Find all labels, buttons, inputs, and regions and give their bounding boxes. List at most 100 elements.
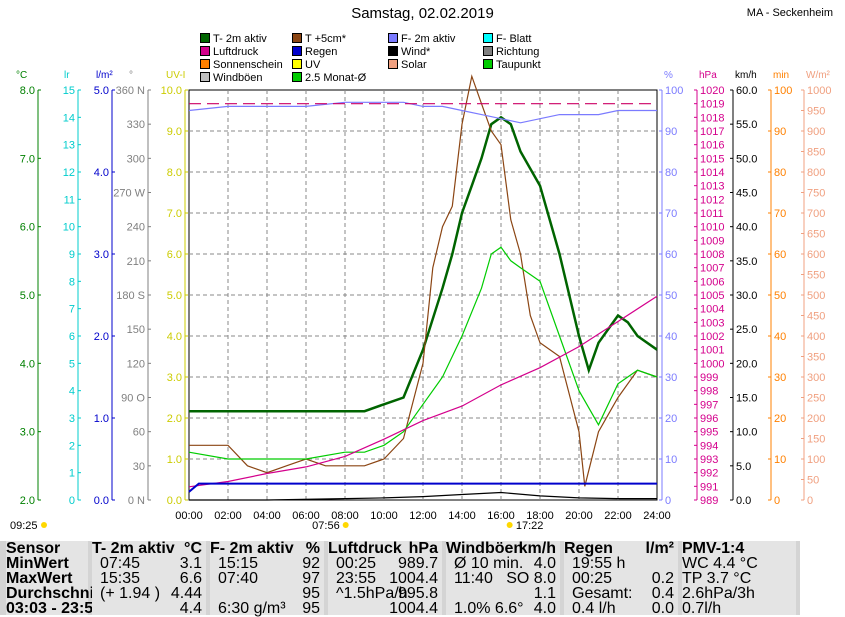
axis-tick-label-left: 14 (63, 112, 75, 124)
axis-tick-label-right: 1020 (700, 85, 724, 97)
axis-tick-label-left: 5.0 (167, 290, 182, 302)
axis-tick-label-right: 1007 (700, 263, 724, 275)
legend-swatch (200, 46, 210, 56)
x-tick-label: 20:00 (565, 510, 593, 522)
stats-row: Durchschnitt (6, 586, 105, 602)
axis-tick-label-right: 1000 (700, 358, 724, 370)
stats-header-unit: l/m² (645, 540, 674, 557)
stats-header: PMV-1:4 (682, 541, 796, 557)
legend-swatch (292, 33, 302, 43)
legend-label: Windböen (213, 72, 263, 84)
axis-unit-right: hPa (699, 70, 717, 81)
axis-tick-label-right: 0 (665, 495, 671, 507)
stats-row-label: WC 4.4 °C (682, 555, 758, 572)
axis-tick-label-right: 70 (774, 208, 786, 220)
stats-header-label: Luftdruck (328, 540, 402, 557)
stats-row-value: 989.7 (397, 555, 438, 572)
stats-row-time: 0.4 l/h (572, 600, 616, 617)
x-tick-label: 04:00 (253, 510, 281, 522)
legend-swatch (292, 72, 302, 82)
axis-tick-label-right: 150 (807, 434, 825, 446)
axis-tick-label-left: 60 (133, 427, 145, 439)
stats-column: F- 2m aktiv% 15:15 92 07:40 97 95 6:30 g/m³ 95 (210, 540, 324, 617)
stats-row: TP 3.7 °C (682, 571, 796, 587)
legend-label: Taupunkt (496, 59, 541, 71)
legend-item: Regen (292, 46, 337, 59)
axis-tick-label-right: 500 (807, 290, 825, 302)
stats-row-time: 11:40 (454, 570, 493, 587)
legend-item: F- 2m aktiv (388, 33, 455, 46)
stats-row-value: 1004.4 (389, 600, 438, 617)
axis-tick-label-right: 1011 (700, 208, 724, 220)
stats-row-value: 0.2 (651, 570, 674, 587)
series-line (189, 74, 658, 487)
axis-tick-label-right: 950 (807, 106, 825, 118)
axis-tick-label-right: 55.0 (736, 119, 757, 131)
legend-swatch (200, 59, 210, 69)
axis-tick-label-left: 15 (63, 85, 75, 97)
axis-tick-label-right: 1006 (700, 276, 724, 288)
legend-label: UV (305, 59, 321, 71)
stats-row-time: ^1.5hPa/h (336, 585, 408, 602)
stats-row-value: 95 (302, 600, 320, 617)
axis-tick-label-right: 1019 (700, 99, 724, 111)
x-tick-label: 24:00 (643, 510, 671, 522)
stats-header: Regen l/m² (564, 540, 678, 557)
stats-row-label: MaxWert (6, 570, 73, 587)
stats-row: 07:40 97 (210, 571, 324, 587)
stats-row-time: (+ 1.94 ) (100, 585, 161, 602)
stats-column: PMV-1:4 WC 4.4 °C TP 3.7 °C 2.6hPa/3h 0.7l/h (682, 541, 796, 617)
axis-tick-label-left: 4.0 (167, 331, 182, 343)
series-line (189, 491, 657, 501)
axis-tick-label-right: 1017 (700, 126, 724, 138)
x-tick-label: 18:00 (526, 510, 554, 522)
axis-tick-label-right: 400 (807, 331, 825, 343)
axis-tick-label-right: 750 (807, 188, 825, 200)
axis-unit-left: ° (129, 70, 133, 81)
stats-row-time: Gesamt: (572, 585, 633, 602)
stats-column: Sensor MinWert MaxWert Durchschnitt 03:03 - … (6, 541, 105, 617)
axis-tick-label-right: 10.0 (736, 427, 757, 439)
stats-header-label: F- 2m aktiv (210, 540, 294, 557)
legend-item: Sonnenschein (200, 59, 283, 72)
moon-label: 09:25 (10, 520, 38, 532)
stats-row: 2.6hPa/3h (682, 586, 796, 602)
axis-unit-right: min (773, 70, 789, 81)
stats-column: Luftdruck hPa 00:25 989.7 23:55 1004.4 ^1.5hPa… (328, 540, 442, 617)
axis-tick-label-right: 100 (665, 85, 683, 97)
axis-tick-label-left: 10.0 (161, 85, 182, 97)
axis-tick-label-right: 100 (774, 85, 792, 97)
axis-tick-label-right: 994 (700, 440, 718, 452)
axis-tick-label-right: 1002 (700, 331, 724, 343)
axis-tick-label-left: 2.0 (167, 413, 182, 425)
series-line (188, 482, 657, 493)
axis-unit-right: km/h (735, 70, 757, 81)
axis-tick-label-right: 998 (700, 386, 718, 398)
axis-tick-label-right: 30.0 (736, 290, 757, 302)
x-tick-label: 08:00 (331, 510, 359, 522)
weather-chart: 00:00 02:00 04:00 06:00 08:00 10:00 12:00 14:00… (10, 70, 831, 532)
stats-row-time: 6:30 g/m³ (218, 600, 286, 617)
legend-swatch (200, 72, 210, 82)
axis-tick-label-right: 993 (700, 454, 718, 466)
axis-tick-label-left: 90 O (121, 393, 145, 405)
legend-swatch (200, 33, 210, 43)
axis-unit-left: UV-I (166, 70, 185, 81)
legend-swatch (292, 59, 302, 69)
legend-item: Solar (388, 59, 427, 72)
axis-tick-label-right: 50 (665, 290, 677, 302)
legend-label: Sonnenschein (213, 59, 283, 71)
stats-row-time: Ø 10 min. (454, 555, 524, 572)
axis-tick-label-left: 360 N (116, 85, 145, 97)
axis-tick-label-right: 989 (700, 495, 718, 507)
stats-header: F- 2m aktiv% (210, 540, 324, 557)
sunset-label: 17:22 (516, 520, 544, 532)
axis-tick-label-right: 300 (807, 372, 825, 384)
x-tick-label: 02:00 (214, 510, 242, 522)
legend-item: T- 2m aktiv (200, 33, 267, 46)
axis-tick-label-right: 50 (774, 290, 786, 302)
sun-icon (506, 522, 513, 528)
axis-tick-label-left: 4.0 (94, 167, 109, 179)
stats-row-value: 4.4 (179, 600, 202, 617)
axis-tick-label-right: 45.0 (736, 188, 757, 200)
